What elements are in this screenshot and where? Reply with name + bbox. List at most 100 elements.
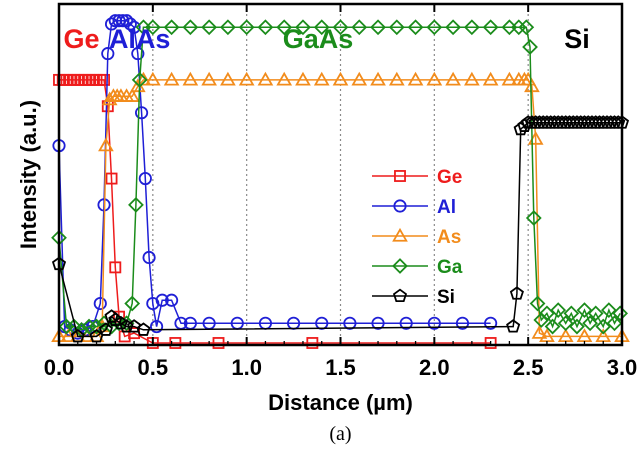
legend-label-ge: Ge	[437, 167, 462, 188]
point-as	[595, 328, 612, 343]
point-as	[482, 71, 499, 86]
point-ga	[124, 295, 141, 312]
point-as	[464, 71, 480, 86]
point-ga	[482, 19, 499, 36]
point-al	[484, 316, 498, 330]
point-ga	[220, 19, 236, 36]
point-ga	[144, 19, 161, 36]
point-as	[426, 71, 443, 86]
point-si	[517, 118, 532, 132]
point-ga	[576, 302, 593, 319]
point-ga	[295, 19, 311, 36]
point-ga	[612, 305, 629, 322]
point-al	[399, 316, 413, 330]
point-as	[257, 71, 274, 86]
point-al	[427, 316, 441, 330]
point-as	[407, 71, 424, 86]
point-ga	[58, 318, 75, 335]
x-tick-label-1.0: 1.0	[231, 355, 262, 380]
point-si	[98, 322, 113, 336]
point-as	[524, 78, 540, 93]
point-al	[135, 106, 149, 120]
point-ga	[351, 19, 368, 36]
legend-marker-as	[392, 227, 408, 242]
region-label-ge: Ge	[64, 24, 100, 54]
point-al	[150, 319, 164, 334]
point-al	[123, 17, 137, 31]
point-ga	[587, 305, 604, 322]
legend-marker-si	[392, 288, 408, 303]
point-al	[131, 47, 145, 61]
point-al	[142, 250, 156, 265]
x-tick-label-2.5: 2.5	[513, 355, 544, 380]
series-al	[52, 14, 498, 340]
point-as	[182, 71, 199, 86]
point-as	[557, 328, 574, 343]
y-axis-title: Intensity (a.u.)	[16, 100, 41, 249]
point-al	[116, 14, 130, 28]
legend-label-as: As	[437, 227, 461, 248]
legend-label-ga: Ga	[437, 257, 463, 278]
point-ga	[313, 19, 330, 36]
point-ga	[563, 305, 580, 322]
point-ga	[518, 19, 535, 36]
point-ga	[238, 19, 255, 36]
point-as	[332, 71, 349, 86]
point-al	[127, 20, 141, 34]
point-as	[98, 137, 114, 152]
point-ga	[595, 318, 612, 335]
point-ga	[128, 196, 144, 213]
legend-marker-al	[393, 199, 407, 213]
point-si	[127, 319, 142, 333]
region-labels: Ge AlAs GaAs Si	[64, 24, 590, 54]
legend-entry-si: Si	[372, 287, 455, 308]
series-as	[51, 71, 630, 343]
point-ga	[582, 315, 598, 332]
x-axis-ticks: 0.0 0.5 1.0 1.5 2.0 2.5 3.0	[44, 4, 637, 380]
point-ga	[118, 315, 135, 332]
point-as	[370, 71, 386, 86]
x-axis-title: Distance (µm)	[268, 390, 413, 415]
point-ga	[522, 39, 538, 55]
point-as	[313, 71, 330, 86]
point-ge	[484, 337, 497, 349]
x-tick-label-0.0: 0.0	[44, 355, 75, 380]
legend-entry-al: Al	[372, 197, 456, 218]
point-ga	[463, 19, 480, 36]
point-as	[576, 328, 593, 343]
point-al	[101, 47, 115, 61]
point-ga	[88, 318, 105, 335]
series-line-ga	[58, 26, 621, 331]
legend-entry-as: As	[372, 227, 461, 248]
point-si	[509, 286, 524, 300]
point-ga	[569, 318, 585, 335]
point-al	[343, 316, 357, 330]
point-al	[165, 293, 179, 307]
point-as	[388, 71, 405, 86]
point-si	[119, 319, 134, 333]
point-ga	[606, 315, 623, 332]
point-as	[144, 71, 161, 86]
point-ge	[105, 172, 118, 185]
point-si	[513, 121, 528, 136]
x-tick-label-2.0: 2.0	[419, 355, 450, 380]
point-si	[506, 319, 521, 333]
legend-marker-ge	[394, 170, 406, 182]
point-ga	[370, 19, 386, 36]
point-as	[351, 71, 368, 86]
point-as	[445, 71, 461, 86]
point-al	[371, 316, 385, 330]
point-ga	[600, 302, 617, 319]
point-ga	[332, 19, 349, 36]
legend-entry-ga: Ga	[372, 257, 463, 278]
series-si	[51, 115, 630, 343]
point-ge	[169, 337, 182, 349]
point-al	[93, 296, 107, 311]
legend-marker-ga	[392, 258, 408, 274]
point-ga	[257, 19, 274, 36]
point-ge	[212, 337, 225, 349]
point-ga	[276, 19, 293, 36]
point-ga	[426, 19, 443, 36]
series-ge	[53, 73, 497, 349]
